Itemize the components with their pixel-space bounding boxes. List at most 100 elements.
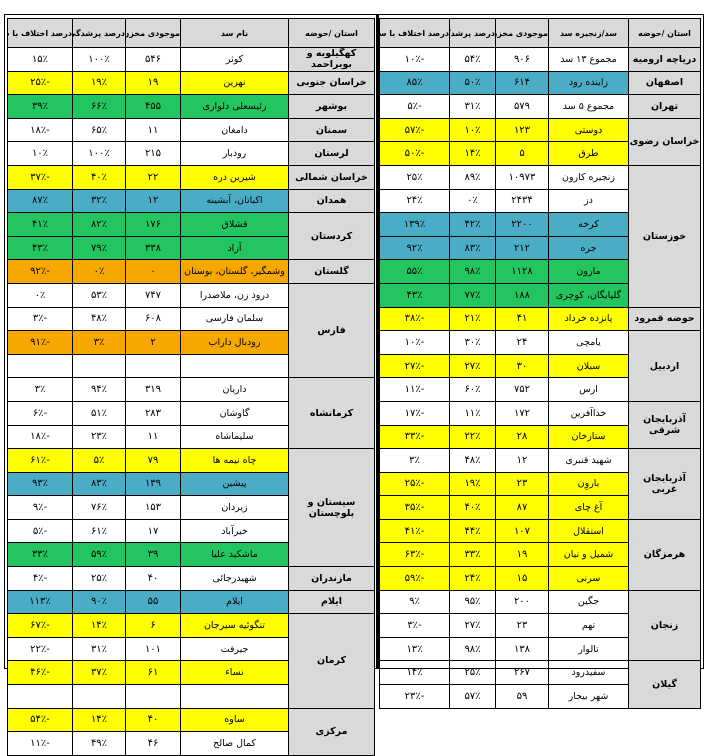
diff-percent-cell: ۹۳٪ <box>7 471 73 497</box>
fill-percent-cell: ۱۰۰٪ <box>72 141 126 166</box>
fill-percent-cell: ۳٪ <box>72 330 126 355</box>
province-cell: کرمانشاه <box>288 377 375 450</box>
fill-percent-cell: ۰٪ <box>72 259 126 284</box>
province-cell: هرمزگان <box>628 518 701 591</box>
diff-percent-cell: -۶٪ <box>7 400 73 426</box>
storage-cell: ۳۱۹ <box>125 377 181 402</box>
diff-percent-cell: -۵۷٪ <box>379 117 450 143</box>
fill-percent-cell: ۱۹٪ <box>72 70 126 96</box>
province-cell: تهران <box>628 94 701 119</box>
storage-cell: ۲۴ <box>495 330 549 355</box>
diff-percent-cell: -۳٪ <box>7 306 73 332</box>
storage-cell: ۱۰۹۷۳ <box>495 164 549 190</box>
fill-percent-cell: ۵۰٪ <box>449 70 496 96</box>
fill-percent-cell: ۳۱٪ <box>449 94 496 119</box>
fill-percent-cell: ۱۴٪ <box>449 141 496 166</box>
province-cell: خوزستان <box>628 164 701 308</box>
table-divider <box>376 14 379 669</box>
diff-percent-cell: ۱۳۹٪ <box>379 212 450 237</box>
table-row: مارون ۱۱۲۸ ۹۸٪ ۵۵٪ <box>379 259 701 284</box>
dam-name-cell: ارس <box>548 377 629 402</box>
fill-percent-cell: ۱۰۰٪ <box>72 47 126 72</box>
dam-name-cell <box>180 353 289 379</box>
diff-percent-cell: -۹٪ <box>7 495 73 520</box>
dam-name-cell: آزاد <box>180 235 289 261</box>
storage-cell: ۴۵۵ <box>125 94 181 119</box>
table-row: سیستان و بلوچستان چاه نیمه ها ۷۹ ۵٪ -۶۱٪ <box>7 448 375 568</box>
storage-cell: ۸۷ <box>495 495 549 520</box>
table-row: گیلان سفیدرود ۲۶۷ ۲۵٪ ۱۴٪ <box>379 660 701 709</box>
storage-cell: ۱۲ <box>495 448 549 473</box>
province-cell: گیلان <box>628 660 701 709</box>
fill-percent-cell: ۶۱٪ <box>72 518 126 544</box>
storage-cell: ۶۱۴ <box>495 70 549 96</box>
fill-percent-cell <box>72 684 126 709</box>
fill-percent-cell: ۴۹٪ <box>72 731 126 756</box>
dam-name-cell: خیرآباد <box>180 518 289 544</box>
dam-name-cell: پیشین <box>180 471 289 497</box>
diff-percent-cell: -۲۷٪ <box>379 353 450 379</box>
fill-percent-cell: ۴۴٪ <box>449 518 496 544</box>
storage-cell: ۱۹ <box>125 70 181 96</box>
storage-cell: ۷۵۲ <box>495 377 549 402</box>
table-row: جره ۲۱۲ ۸۳٪ ۹۲٪ <box>379 235 701 261</box>
diff-percent-cell: ۹۲٪ <box>379 235 450 261</box>
province-cell: خراسان شمالی <box>288 164 375 190</box>
fill-percent-cell: ۵٪ <box>72 448 126 473</box>
dam-name-cell: خداآفرین <box>548 400 629 426</box>
fill-percent-cell: ۴۸٪ <box>449 448 496 473</box>
fill-percent-cell: ۵۷٪ <box>449 684 496 709</box>
storage-cell: ۱۲ <box>125 188 181 214</box>
fill-percent-cell: ۲۷٪ <box>449 353 496 379</box>
dam-name-cell: استقلال <box>548 518 629 544</box>
storage-cell: ۱۱۲۸ <box>495 259 549 284</box>
fill-percent-cell: ۱۱٪ <box>449 400 496 426</box>
fill-percent-cell: ۴۰٪ <box>449 495 496 520</box>
fill-percent-cell: ۲۷٪ <box>449 613 496 638</box>
diff-percent-cell: ۹٪ <box>379 589 450 615</box>
fill-percent-cell: ۵۳٪ <box>72 282 126 308</box>
fill-percent-cell: ۴۰٪ <box>72 164 126 190</box>
fill-percent-cell <box>72 353 126 379</box>
diff-percent-cell: ۱۳٪ <box>379 636 450 662</box>
fill-percent-cell: ۲۵٪ <box>72 566 126 591</box>
dam-name-cell: زیردان <box>180 495 289 520</box>
fill-percent-cell: ۱۹٪ <box>449 471 496 497</box>
diff-percent-cell: -۶۳٪ <box>379 542 450 568</box>
fill-percent-cell: ۸۲٪ <box>72 212 126 237</box>
table-row: آذربایجان غربی شهید قنبری ۱۲ ۴۸٪ ۳٪ <box>379 448 701 520</box>
fill-percent-cell: ۹۸٪ <box>449 259 496 284</box>
dam-name-cell: وشمگیر، گلستان، بوستان <box>180 259 289 284</box>
storage-cell: ۱۱ <box>125 424 181 450</box>
dam-name-cell: سلیماشاه <box>180 424 289 450</box>
storage-cell <box>125 684 181 709</box>
col-dam: سد/زنجیره سد <box>548 18 629 48</box>
dam-name-cell: ماشکید علیا <box>180 542 289 568</box>
diff-percent-cell: -۶۷٪ <box>7 613 73 638</box>
col-storage: موجودی مخزن <box>495 18 549 48</box>
diff-percent-cell: -۳۵٪ <box>379 495 450 520</box>
storage-cell <box>125 353 181 379</box>
storage-cell: ۴۰ <box>125 707 181 733</box>
table-row: خوزستان زنجیره کارون ۱۰۹۷۳ ۸۹٪ ۲۵٪ <box>379 164 701 308</box>
fill-percent-cell: ۹۴٪ <box>72 377 126 402</box>
province-cell: همدان <box>288 188 375 214</box>
diff-percent-cell: ۸۷٪ <box>7 188 73 214</box>
fill-percent-cell: ۸۹٪ <box>449 164 496 190</box>
table-row: جیرفت ۱۰۱ ۳۱٪ -۲۲٪ <box>7 636 375 662</box>
storage-cell: ۶ <box>125 613 181 638</box>
dam-name-cell: گاوشان <box>180 400 289 426</box>
dam-name-cell: دوستی <box>548 117 629 143</box>
province-cell: بوشهر <box>288 94 375 119</box>
storage-cell: ۲۱۲ <box>495 235 549 261</box>
diff-percent-cell: ۴۳٪ <box>379 282 450 308</box>
province-cell: زنجان <box>628 589 701 662</box>
dam-name-cell: نساء <box>180 660 289 686</box>
fill-percent-cell: ۵۹٪ <box>72 542 126 568</box>
table-row: لرستان رودبار ۲۱۵ ۱۰۰٪ ۱۰٪ <box>7 141 375 166</box>
storage-cell: ۵۷۹ <box>495 94 549 119</box>
storage-cell: ۲۲۰۰ <box>495 212 549 237</box>
storage-cell: ۲۳ <box>495 613 549 638</box>
storage-cell: ۵۵ <box>125 589 181 615</box>
diff-percent-cell: -۱۷٪ <box>379 400 450 426</box>
